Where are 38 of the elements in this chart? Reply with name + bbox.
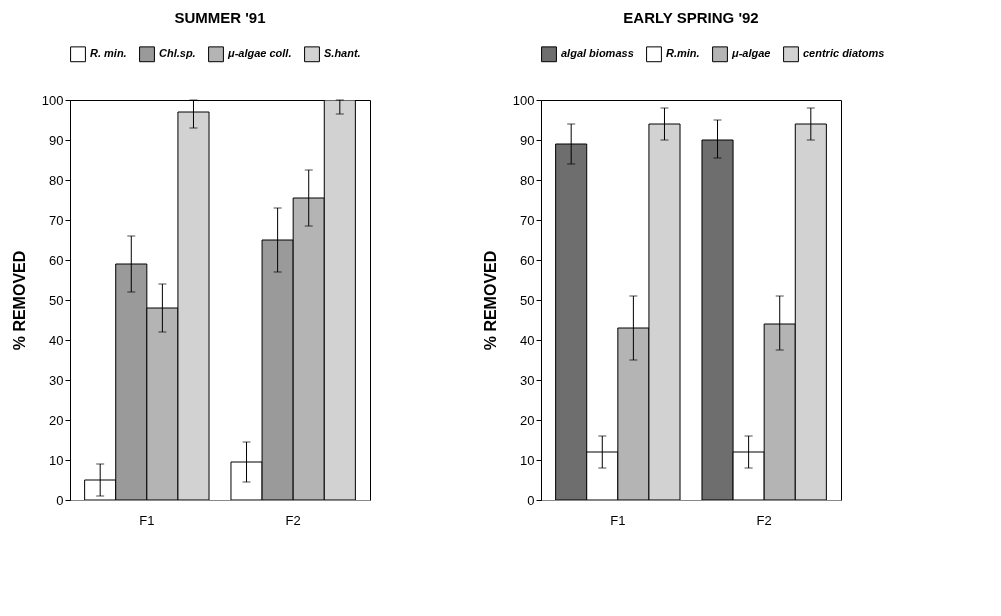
- x-tick-label: F2: [756, 512, 772, 528]
- y-tick-label: 60: [520, 252, 535, 268]
- x-tick-label: F1: [139, 512, 155, 528]
- y-tick-label: 0: [56, 492, 64, 508]
- y-tick-label: 40: [49, 332, 64, 348]
- y-tick-label: 20: [49, 412, 64, 428]
- y-tick-label: 20: [520, 412, 535, 428]
- y-tick-label: 90: [520, 132, 535, 148]
- legend-label: μ-algae coll.: [227, 47, 292, 60]
- legend-label: R.min.: [666, 47, 700, 60]
- x-tick-label: F1: [610, 512, 626, 528]
- y-tick-label: 0: [527, 492, 535, 508]
- legend-label: S.hant.: [324, 47, 361, 60]
- y-axis-title: % REMOVED: [10, 250, 28, 351]
- y-tick-label: 90: [49, 132, 64, 148]
- y-tick-label: 100: [41, 92, 64, 108]
- x-tick-label: F2: [285, 512, 301, 528]
- y-tick-label: 50: [49, 292, 64, 308]
- y-tick-label: 80: [520, 172, 535, 188]
- y-tick-label: 50: [520, 292, 535, 308]
- chart-title: SUMMER '91: [174, 9, 266, 26]
- y-tick-label: 80: [49, 172, 64, 188]
- legend-label: centric diatoms: [803, 47, 885, 60]
- y-axis-title: % REMOVED: [481, 250, 499, 351]
- y-tick-label: 70: [49, 212, 64, 228]
- y-tick-label: 10: [520, 452, 535, 468]
- legend-label: μ-algae: [731, 47, 771, 60]
- y-tick-label: 40: [520, 332, 535, 348]
- y-tick-label: 30: [520, 372, 535, 388]
- y-tick-label: 100: [512, 92, 535, 108]
- y-tick-label: 70: [520, 212, 535, 228]
- legend-label: algal biomass: [561, 47, 634, 60]
- y-tick-label: 60: [49, 252, 64, 268]
- y-tick-label: 10: [49, 452, 64, 468]
- y-tick-label: 30: [49, 372, 64, 388]
- chart-title: EARLY SPRING '92: [623, 9, 759, 26]
- legend-label: Chl.sp.: [159, 47, 196, 60]
- legend-label: R. min.: [90, 47, 127, 60]
